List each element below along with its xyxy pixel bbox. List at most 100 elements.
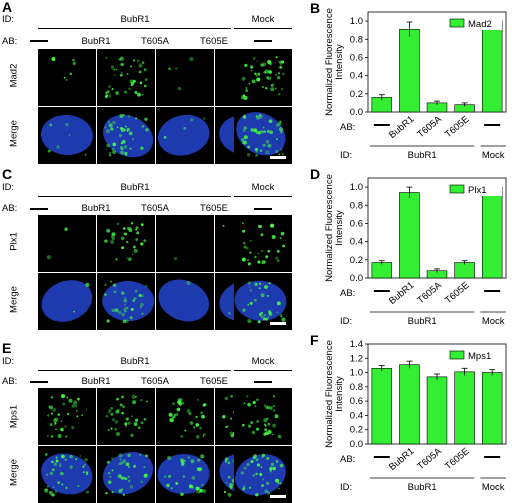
column-label: T605A (141, 376, 169, 387)
mock-dash (254, 208, 272, 210)
mock-label: Mock (251, 182, 275, 193)
merge-image (156, 107, 214, 164)
bar (481, 20, 503, 113)
bar (399, 192, 420, 279)
column-label: T605E (200, 36, 228, 47)
group-label: BubR1 (408, 150, 437, 161)
mock-label: Mock (482, 316, 505, 327)
legend-label: Mad2 (468, 19, 492, 30)
y-tick-label: 0.4 (350, 410, 363, 421)
merge-image (97, 273, 155, 330)
column-label: T605A (141, 203, 169, 214)
stain-image (156, 388, 214, 445)
y-axis-label: Normalized FluorescenceIntensity (324, 8, 345, 116)
y-axis-label: Normalized FluorescenceIntensity (324, 174, 345, 282)
merge-image (38, 446, 96, 503)
column-label: T605E (200, 376, 228, 387)
panel-letter: B (310, 0, 320, 16)
panel-letter: D (310, 166, 320, 182)
y-tick-label: 1.2 (350, 353, 363, 364)
stain-image (38, 49, 96, 106)
stain-image (156, 49, 214, 106)
row-label: Merge (8, 459, 20, 486)
bar (481, 372, 503, 445)
row-label: Merge (8, 286, 20, 313)
x-tick-label: T605E (443, 280, 472, 306)
stain-image (156, 215, 214, 272)
panel-letter: C (2, 166, 13, 182)
group-label: BubR1 (120, 356, 150, 367)
legend-swatch (449, 18, 465, 28)
column-label: BubR1 (81, 36, 111, 47)
no-antibody-dash (30, 40, 48, 42)
legend-label: Mps1 (468, 351, 491, 362)
y-tick-label: 0.8 (350, 382, 363, 393)
bar (481, 186, 503, 279)
x-tick-label: T605A (415, 445, 444, 472)
row-label: Mad2 (8, 63, 20, 88)
row-label: Merge (8, 120, 20, 147)
merge-image (156, 273, 214, 330)
y-axis-label: Normalized FluorescenceIntensity (324, 340, 345, 448)
mock-underline (234, 370, 292, 371)
ab-label: AB: (2, 36, 18, 47)
group-label: BubR1 (408, 482, 437, 493)
group-underline (38, 28, 231, 29)
mock-dash (254, 40, 272, 42)
stain-image (234, 49, 292, 106)
bar (371, 367, 393, 445)
x-tick-label: T605A (415, 113, 444, 140)
stain-image (97, 215, 155, 272)
y-tick-label: 0.0 (350, 107, 363, 118)
merge-image (38, 273, 96, 330)
y-tick-label: 0.2 (350, 89, 363, 100)
x-tick-label: T605E (443, 446, 472, 472)
merge-image (156, 446, 214, 503)
x-tick-label: BubR1 (387, 114, 416, 141)
merge-image (97, 446, 155, 503)
group-label: BubR1 (120, 182, 150, 193)
bar (426, 376, 448, 445)
y-tick-label: 0.4 (350, 71, 363, 82)
group-underline (38, 196, 231, 197)
stain-image (234, 388, 292, 445)
y-tick-label: 1.4 (350, 339, 363, 350)
y-tick-label: 0.2 (350, 255, 363, 266)
bar (371, 262, 393, 279)
column-label: BubR1 (81, 203, 111, 214)
x-tick-label: T605E (443, 114, 472, 140)
x-tick-label: T605A (415, 279, 444, 306)
merge-image (234, 273, 292, 330)
column-label: T605E (200, 203, 228, 214)
no-antibody-dash (373, 290, 390, 292)
mock-underline (234, 196, 292, 197)
ab-label: AB: (340, 122, 355, 133)
id-label: ID: (2, 356, 15, 367)
stain-image (97, 388, 155, 445)
y-tick-label: 0.0 (350, 439, 363, 450)
no-antibody-dash (30, 208, 48, 210)
y-tick-label: 0.6 (350, 218, 363, 229)
id-label: ID: (2, 14, 15, 25)
no-antibody-dash (373, 456, 390, 458)
panel-letter: A (2, 0, 13, 15)
merge-image (234, 446, 292, 503)
row-label: Plx1 (8, 232, 20, 251)
bar (399, 364, 420, 445)
bar (454, 371, 475, 445)
no-antibody-dash (484, 456, 501, 458)
stain-image (38, 388, 96, 445)
y-tick-label: 1.0 (350, 368, 363, 379)
row-label: Mps1 (8, 404, 20, 429)
ab-label: AB: (340, 454, 355, 465)
bar-chart-f: F Normalized FluorescenceIntensity 0.0 0.2 0… (310, 332, 507, 493)
id-label: ID: (340, 316, 352, 327)
bar (399, 28, 420, 113)
stain-image (38, 215, 96, 272)
no-antibody-dash (30, 381, 48, 383)
no-antibody-dash (373, 124, 390, 126)
mock-dash (254, 381, 272, 383)
group-label: BubR1 (120, 14, 150, 25)
y-tick-label: 0.4 (350, 237, 363, 248)
